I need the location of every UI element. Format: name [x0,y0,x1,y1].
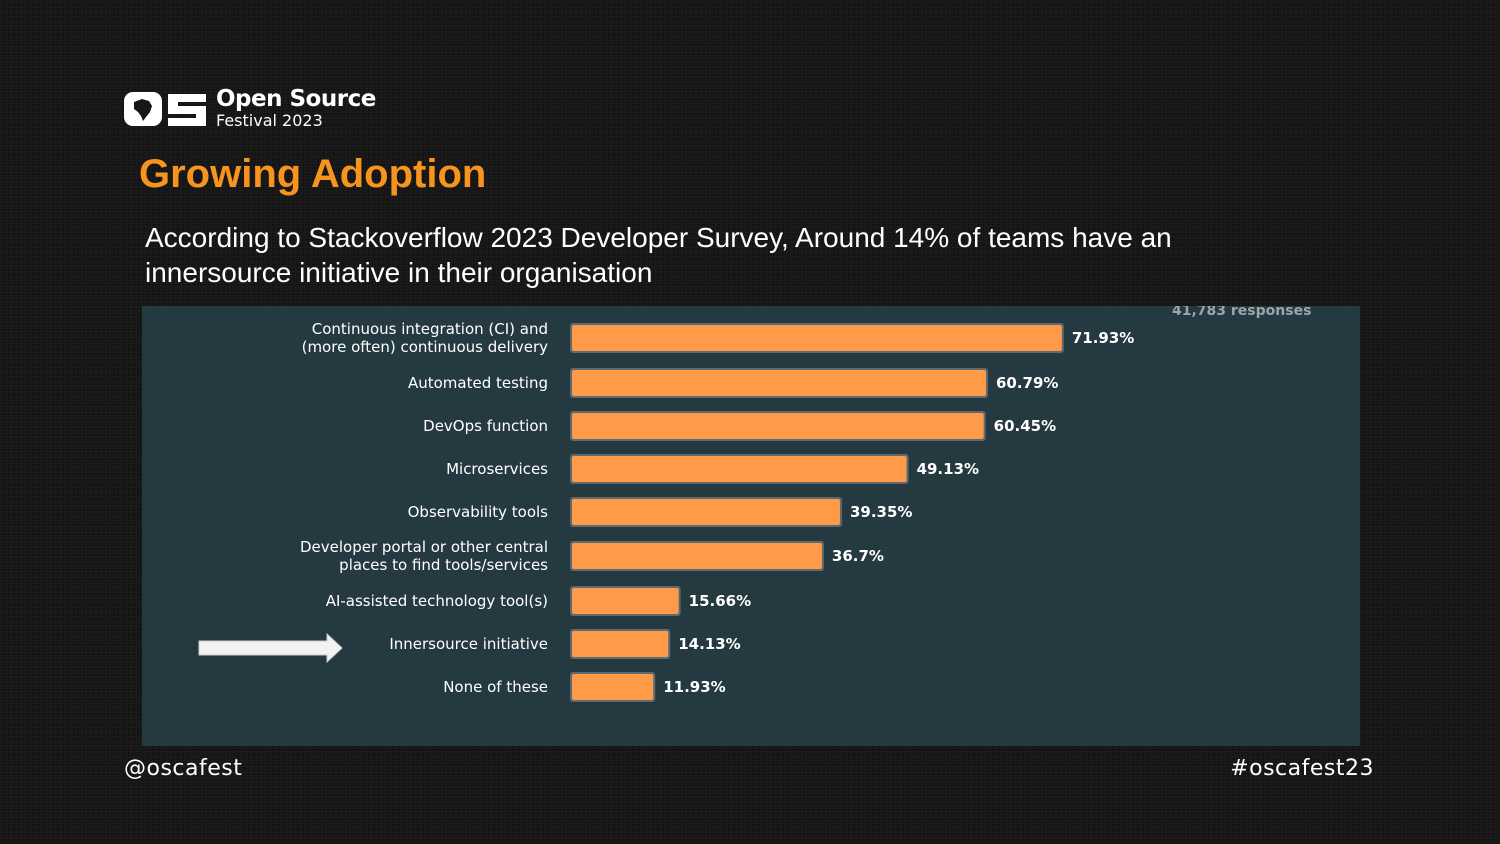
bar-value-label: 60.79% [996,374,1058,392]
logo-title: Open Source [216,86,376,112]
bar-value-label: 36.7% [832,547,884,565]
category-label: Developer portal or other central places … [300,538,548,574]
logo-subtitle: Festival 2023 [216,111,323,130]
bar [572,413,984,439]
bar [572,325,1062,351]
responses-note: 41,783 responses [1172,306,1311,319]
category-label: Observability tools [408,503,549,521]
category-label: Continuous integration (CI) and (more oft… [302,320,549,356]
bar [572,456,907,482]
footer-handle: @oscafest [124,756,243,781]
slide-title: Growing Adoption [139,152,487,196]
bar-value-label: 60.45% [994,417,1056,435]
chart-panel: 41,783 responses 71.93% Continuous integra… [142,306,1360,746]
bar-value-label: 11.93% [663,678,725,696]
category-label: AI-assisted technology tool(s) [326,592,548,610]
bar-value-label: 71.93% [1072,329,1134,347]
festival-logo: Open Source Festival 2023 [124,88,384,132]
open-source-logo-icon [124,92,206,126]
bar-value-label: 49.13% [917,460,979,478]
bar [572,588,679,614]
bar [572,674,654,700]
category-label: Innersource initiative [389,635,548,653]
category-label: Microservices [446,460,548,478]
category-label: Automated testing [408,374,548,392]
bar [572,499,840,525]
bar [572,631,669,657]
category-label: DevOps function [423,417,548,435]
category-label: None of these [443,678,548,696]
bar-value-label: 15.66% [689,592,751,610]
bar-chart: 41,783 responses 71.93% Continuous integra… [198,306,1311,702]
bar [572,370,986,396]
highlight-arrow-icon [198,632,343,664]
footer-hashtag: #oscafest23 [1230,756,1374,781]
bar [572,543,822,569]
bar-value-label: 14.13% [678,635,740,653]
bar-value-label: 39.35% [850,503,912,521]
slide-subtitle: According to Stackoverflow 2023 Develope… [145,222,1172,288]
